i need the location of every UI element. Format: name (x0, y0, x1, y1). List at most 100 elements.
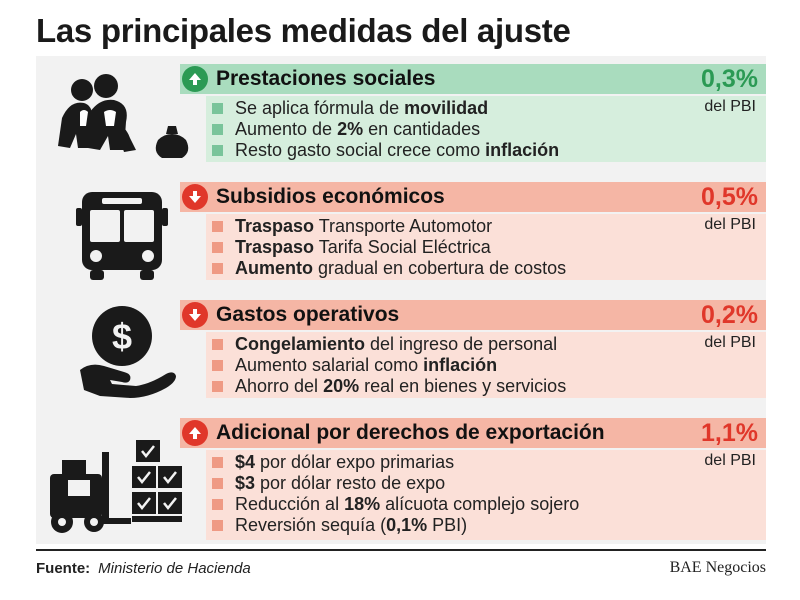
bullet-square-icon (212, 339, 223, 350)
bullet-item: Reversión sequía (0,1% PBI) (206, 515, 666, 536)
bullet-text: $3 por dólar resto de expo (235, 473, 445, 494)
pbi-label: del PBI (704, 98, 756, 115)
bullet-plain-text: del ingreso de personal (365, 334, 558, 354)
bullet-plain-text: Resto gasto social crece como (235, 140, 486, 160)
bullet-plain-text: en cantidades (363, 119, 481, 139)
bullet-plain-text: Tarifa Social Eléctrica (314, 237, 491, 257)
footer-divider (36, 549, 766, 551)
bullet-plain-text: alícuota complejo sojero (380, 494, 580, 514)
arrow-up-icon (182, 66, 208, 92)
bullet-square-icon (212, 263, 223, 274)
bullet-square-icon (212, 242, 223, 253)
bullet-item: Congelamiento del ingreso de personal (206, 334, 666, 355)
bullet-item: Resto gasto social crece como inflación (206, 140, 666, 161)
section-title: Gastos operativos (216, 303, 400, 326)
people-icon (40, 56, 200, 168)
bullet-square-icon (212, 221, 223, 232)
bullet-bold-text: $4 (235, 452, 256, 472)
bullet-bold-text: 2% (337, 119, 364, 139)
bullet-plain-text: Aumento salarial como (235, 355, 424, 375)
section-percentage: 0,5% (701, 182, 758, 211)
arrow-down-icon (182, 184, 208, 210)
bullet-text: Aumento salarial como inflación (235, 355, 497, 376)
bullet-plain-text: Aumento de (235, 119, 338, 139)
arrow-up-icon (182, 420, 208, 446)
bullet-bold-text: movilidad (404, 98, 489, 118)
bullet-list: Se aplica fórmula de movilidad Aumento de… (206, 98, 666, 161)
bullet-plain-text: por dólar resto de expo (255, 473, 446, 493)
brand-logo: BAE Negocios (669, 559, 766, 576)
bullet-plain-text: Reversión sequía ( (235, 515, 387, 535)
bullet-item: Aumento de 2% en cantidades (206, 119, 666, 140)
bullet-item: Se aplica fórmula de movilidad (206, 98, 666, 119)
bullet-square-icon (212, 478, 223, 489)
section-details: Se aplica fórmula de movilidad Aumento de… (206, 96, 766, 162)
bullet-item: $4 por dólar expo primarias (206, 452, 666, 473)
bullet-bold-text: inflación (423, 355, 498, 375)
bullet-square-icon (212, 381, 223, 392)
bullet-bold-text: 0,1% (386, 515, 428, 535)
section-title: Prestaciones sociales (216, 67, 436, 90)
pbi-label: del PBI (704, 334, 756, 351)
bullet-plain-text: Transporte Automotor (314, 216, 493, 236)
bullet-square-icon (212, 520, 223, 531)
bullet-plain-text: Reducción al (235, 494, 345, 514)
section-header: Subsidios económicos 0,5% (180, 182, 766, 212)
bullet-square-icon (212, 457, 223, 468)
section-prestaciones-sociales: Prestaciones sociales 0,3% Se aplica fór… (36, 56, 766, 168)
bullet-item: Traspaso Tarifa Social Eléctrica (206, 237, 666, 258)
bullet-list: Traspaso Transporte Automotor Traspaso Ta… (206, 216, 666, 279)
source-value: Ministerio de Hacienda (98, 559, 251, 577)
section-title: Subsidios económicos (216, 185, 445, 208)
section-body: Adicional por derechos de exportación 1,… (180, 410, 766, 544)
bullet-list: Congelamiento del ingreso de personal Aum… (206, 334, 666, 397)
bullet-square-icon (212, 103, 223, 114)
section-percentage: 0,3% (701, 64, 758, 93)
forklift-icon (40, 410, 200, 544)
bullet-plain-text: por dólar expo primarias (255, 452, 455, 472)
section-body: Gastos operativos 0,2% Congelamiento del… (180, 292, 766, 404)
bullet-item: Reducción al 18% alícuota complejo sojer… (206, 494, 666, 515)
section-gastos-operativos: $ Gastos operativos 0,2% Congelamiento d… (36, 292, 766, 404)
source-label: Fuente: (36, 559, 91, 577)
bullet-bold-text: 20% (323, 376, 360, 396)
section-percentage: 0,2% (701, 300, 758, 329)
section-details: Traspaso Transporte Automotor Traspaso Ta… (206, 214, 766, 280)
bullet-text: Ahorro del 20% real en bienes y servicio… (235, 376, 566, 397)
bullet-item: Aumento salarial como inflación (206, 355, 666, 376)
bullet-plain-text: PBI) (427, 515, 468, 535)
bullet-text: Resto gasto social crece como inflación (235, 140, 559, 161)
bullet-item: Aumento gradual en cobertura de costos (206, 258, 666, 279)
bullet-bold-text: 18% (344, 494, 381, 514)
section-body: Prestaciones sociales 0,3% Se aplica fór… (180, 56, 766, 168)
bullet-text: Congelamiento del ingreso de personal (235, 334, 557, 355)
section-percentage: 1,1% (701, 418, 758, 447)
section-header: Gastos operativos 0,2% (180, 300, 766, 330)
bullet-bold-text: $3 (235, 473, 256, 493)
bullet-bold-text: Congelamiento (235, 334, 366, 354)
section-derechos-exportacion: Adicional por derechos de exportación 1,… (36, 410, 766, 544)
bullet-plain-text: Se aplica fórmula de (235, 98, 405, 118)
measures-panel: Prestaciones sociales 0,3% Se aplica fór… (36, 56, 766, 544)
bullet-bold-text: Traspaso (235, 216, 315, 236)
bullet-text: Se aplica fórmula de movilidad (235, 98, 488, 119)
bullet-item: Traspaso Transporte Automotor (206, 216, 666, 237)
bullet-text: Traspaso Tarifa Social Eléctrica (235, 237, 491, 258)
bullet-square-icon (212, 124, 223, 135)
bullet-text: Traspaso Transporte Automotor (235, 216, 492, 237)
bullet-list: $4 por dólar expo primarias $3 por dólar … (206, 452, 666, 536)
section-details: Congelamiento del ingreso de personal Aum… (206, 332, 766, 398)
bullet-square-icon (212, 360, 223, 371)
svg-text:$: $ (112, 316, 132, 357)
pbi-label: del PBI (704, 452, 756, 469)
bullet-text: Aumento de 2% en cantidades (235, 119, 480, 140)
section-subsidios-economicos: Subsidios económicos 0,5% Traspaso Trans… (36, 174, 766, 286)
bullet-bold-text: inflación (485, 140, 560, 160)
pbi-label: del PBI (704, 216, 756, 233)
bullet-item: Ahorro del 20% real en bienes y servicio… (206, 376, 666, 397)
money-hand-icon: $ (40, 292, 200, 404)
bullet-text: $4 por dólar expo primarias (235, 452, 454, 473)
page-title: Las principales medidas del ajuste (36, 12, 571, 49)
bus-icon (40, 174, 200, 286)
bullet-plain-text: Ahorro del (235, 376, 324, 396)
